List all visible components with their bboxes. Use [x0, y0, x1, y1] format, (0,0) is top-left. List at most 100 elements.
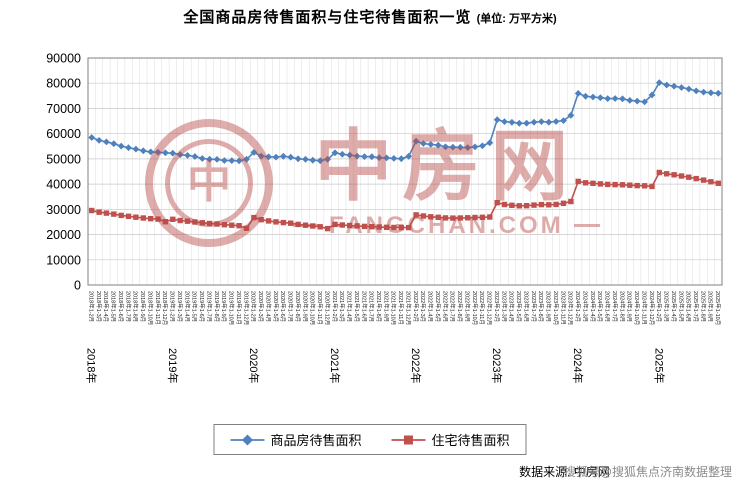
- svg-text:70000: 70000: [46, 102, 81, 116]
- svg-text:2023年1-10月: 2023年1-10月: [552, 291, 560, 325]
- svg-text:2018年1-5月: 2018年1-5月: [110, 291, 118, 322]
- svg-text:2025年1-5月: 2025年1-5月: [677, 291, 685, 322]
- svg-text:2022年1-11月: 2022年1-11月: [478, 291, 486, 325]
- svg-text:2024年1-7月: 2024年1-7月: [611, 291, 619, 322]
- svg-text:20000: 20000: [46, 228, 81, 242]
- svg-text:2019年1-3月: 2019年1-3月: [176, 291, 184, 322]
- line-chart: 0 10000 20000 30000 40000 50000 60000 70000 8000…: [46, 52, 723, 383]
- svg-text:2019年1-4月: 2019年1-4月: [183, 291, 191, 322]
- svg-text:2019年1-9月: 2019年1-9月: [220, 291, 228, 322]
- svg-text:2022年: 2022年: [409, 348, 423, 383]
- svg-text:2018年1-11月: 2018年1-11月: [154, 291, 162, 325]
- svg-text:50000: 50000: [46, 152, 81, 166]
- svg-text:2023年1-3月: 2023年1-3月: [500, 291, 508, 322]
- svg-text:2022年1-5月: 2022年1-5月: [434, 291, 442, 322]
- svg-text:2021年: 2021年: [328, 348, 342, 383]
- svg-text:2020年1-3月: 2020年1-3月: [257, 291, 265, 322]
- svg-text:2025年1-4月: 2025年1-4月: [670, 291, 678, 322]
- svg-text:80000: 80000: [46, 77, 81, 91]
- data-source: 数据来源: 中房网搜狐号@搜狐焦点济南数据整理: [519, 463, 732, 480]
- svg-text:2019年1-6月: 2019年1-6月: [198, 291, 206, 322]
- svg-text:2023年1-9月: 2023年1-9月: [545, 291, 553, 322]
- svg-text:2018年1-3月: 2018年1-3月: [95, 291, 103, 322]
- svg-text:60000: 60000: [46, 127, 81, 141]
- svg-text:2024年1-11月: 2024年1-11月: [640, 291, 648, 325]
- svg-text:2021年1-12月: 2021年1-12月: [405, 291, 413, 325]
- svg-text:30000: 30000: [46, 203, 81, 217]
- svg-text:2019年1-8月: 2019年1-8月: [213, 291, 221, 322]
- svg-text:2020年1-10月: 2020年1-10月: [309, 291, 317, 325]
- svg-text:2020年1-9月: 2020年1-9月: [301, 291, 309, 322]
- svg-text:2023年1-4月: 2023年1-4月: [508, 291, 516, 322]
- svg-text:2023年1-2月: 2023年1-2月: [493, 291, 501, 322]
- svg-text:2025年1-7月: 2025年1-7月: [692, 291, 700, 322]
- svg-text:2018年: 2018年: [85, 348, 99, 383]
- svg-text:2023年: 2023年: [490, 348, 504, 383]
- svg-text:2024年1-2月: 2024年1-2月: [574, 291, 582, 322]
- svg-text:2025年1-3月: 2025年1-3月: [663, 291, 671, 322]
- svg-text:2024年1-8月: 2024年1-8月: [618, 291, 626, 322]
- svg-text:2018年1-12月: 2018年1-12月: [161, 291, 169, 325]
- svg-text:2020年1-5月: 2020年1-5月: [272, 291, 280, 322]
- svg-text:2022年1-7月: 2022年1-7月: [449, 291, 457, 322]
- svg-text:2022年1-8月: 2022年1-8月: [456, 291, 464, 322]
- svg-text:2023年1-12月: 2023年1-12月: [567, 291, 575, 325]
- svg-text:2021年1-7月: 2021年1-7月: [368, 291, 376, 322]
- svg-text:2021年1-3月: 2021年1-3月: [338, 291, 346, 322]
- svg-text:2018年1-8月: 2018年1-8月: [132, 291, 140, 322]
- svg-text:2018年1-6月: 2018年1-6月: [117, 291, 125, 322]
- svg-text:2019年1-11月: 2019年1-11月: [235, 291, 243, 325]
- legend-label-commercial: 商品房待售面积: [270, 433, 362, 448]
- svg-text:90000: 90000: [46, 52, 81, 66]
- svg-text:2025年1-10月: 2025年1-10月: [714, 291, 722, 325]
- svg-text:2022年1-10月: 2022年1-10月: [471, 291, 479, 325]
- svg-text:2023年1-5月: 2023年1-5月: [515, 291, 523, 322]
- svg-text:10000: 10000: [46, 253, 81, 267]
- svg-text:2024年1-12月: 2024年1-12月: [648, 291, 656, 325]
- svg-text:2023年1-7月: 2023年1-7月: [530, 291, 538, 322]
- svg-text:2020年1-7月: 2020年1-7月: [287, 291, 295, 322]
- data-source-overlay-watermark: 搜狐号@搜狐焦点济南数据整理: [563, 465, 732, 479]
- chart-unit-label: (单位: 万平方米): [476, 13, 557, 25]
- svg-text:2021年1-10月: 2021年1-10月: [390, 291, 398, 325]
- chart-legend: 商品房待售面积 住宅待售面积: [213, 424, 527, 455]
- svg-text:2018年1-4月: 2018年1-4月: [102, 291, 110, 322]
- svg-text:2024年: 2024年: [571, 348, 585, 383]
- svg-text:40000: 40000: [46, 178, 81, 192]
- svg-text:2019年1-12月: 2019年1-12月: [242, 291, 250, 325]
- svg-text:2020年1-6月: 2020年1-6月: [279, 291, 287, 322]
- svg-text:2025年: 2025年: [652, 348, 666, 383]
- svg-text:2023年1-6月: 2023年1-6月: [522, 291, 530, 322]
- svg-text:2019年: 2019年: [166, 348, 180, 383]
- svg-text:2021年1-6月: 2021年1-6月: [360, 291, 368, 322]
- svg-text:2021年1-11月: 2021年1-11月: [397, 291, 405, 325]
- diamond-marker-icon: [230, 434, 265, 445]
- svg-text:2024年1-3月: 2024年1-3月: [581, 291, 589, 322]
- svg-text:2021年1-2月: 2021年1-2月: [331, 291, 339, 322]
- svg-text:2024年1-10月: 2024年1-10月: [633, 291, 641, 325]
- svg-text:2021年1-9月: 2021年1-9月: [382, 291, 390, 322]
- svg-text:2025年1-9月: 2025年1-9月: [707, 291, 715, 322]
- svg-text:2020年1-4月: 2020年1-4月: [264, 291, 272, 322]
- chart-title-text: 全国商品房待售面积与住宅待售面积一览: [183, 9, 472, 26]
- svg-text:2020年1-11月: 2020年1-11月: [316, 291, 324, 325]
- legend-item-commercial: 商品房待售面积: [230, 430, 362, 449]
- svg-text:2022年1-2月: 2022年1-2月: [412, 291, 420, 322]
- svg-text:2025年1-2月: 2025年1-2月: [655, 291, 663, 322]
- chart-title: 全国商品房待售面积与住宅待售面积一览 (单位: 万平方米): [0, 6, 740, 27]
- svg-text:2025年1-6月: 2025年1-6月: [685, 291, 693, 322]
- svg-text:2022年1-12月: 2022年1-12月: [486, 291, 494, 325]
- svg-text:2025年1-8月: 2025年1-8月: [699, 291, 707, 322]
- svg-text:2018年1-9月: 2018年1-9月: [139, 291, 147, 322]
- svg-text:2020年: 2020年: [247, 348, 261, 383]
- svg-text:2020年1-2月: 2020年1-2月: [250, 291, 258, 322]
- svg-text:2024年1-5月: 2024年1-5月: [596, 291, 604, 322]
- svg-text:2023年1-11月: 2023年1-11月: [559, 291, 567, 325]
- svg-text:2024年1-9月: 2024年1-9月: [626, 291, 634, 322]
- svg-text:2020年1-8月: 2020年1-8月: [294, 291, 302, 322]
- svg-text:2021年1-8月: 2021年1-8月: [375, 291, 383, 322]
- svg-text:2022年1-9月: 2022年1-9月: [464, 291, 472, 322]
- svg-text:2023年1-8月: 2023年1-8月: [537, 291, 545, 322]
- svg-text:2022年1-3月: 2022年1-3月: [419, 291, 427, 322]
- legend-label-residential: 住宅待售面积: [431, 433, 510, 448]
